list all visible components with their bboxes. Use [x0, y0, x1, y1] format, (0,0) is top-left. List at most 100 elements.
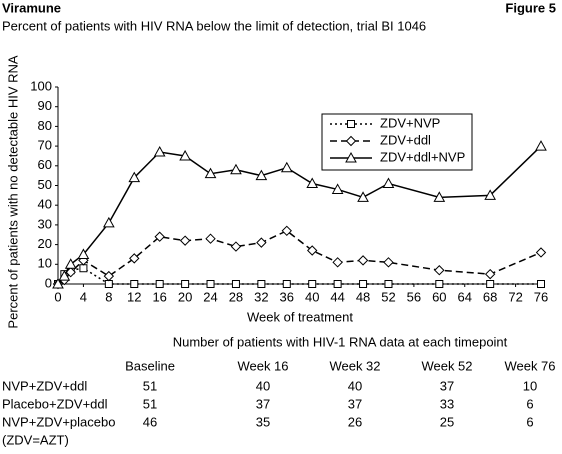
marker — [280, 161, 293, 173]
table-cell: 37 — [440, 378, 454, 393]
table-cell: 25 — [440, 414, 454, 429]
table-cell: 10 — [523, 378, 537, 393]
x-tick-label: 60 — [432, 289, 446, 304]
table-cell: 51 — [143, 378, 157, 393]
row-label: Placebo+ZDV+ddl — [2, 396, 108, 411]
marker — [64, 258, 77, 269]
marker — [535, 247, 547, 258]
marker — [433, 191, 446, 202]
marker — [307, 245, 318, 256]
marker — [434, 265, 445, 276]
marker — [281, 225, 292, 237]
y-tick-label: 90 — [38, 98, 52, 113]
marker — [205, 233, 216, 244]
marker — [537, 280, 545, 288]
table-header: Baseline — [125, 358, 175, 373]
x-tick-label: 16 — [152, 289, 166, 304]
x-tick-label: 36 — [280, 289, 294, 304]
legend-marker — [345, 135, 357, 147]
marker — [383, 257, 394, 268]
marker — [435, 280, 444, 288]
table-cell: 51 — [143, 396, 157, 411]
marker — [382, 177, 395, 189]
marker — [535, 140, 547, 151]
x-tick-label: 76 — [534, 289, 548, 304]
x-tick-label: 4 — [80, 289, 87, 304]
figure-label: Figure 5 — [505, 0, 556, 15]
marker — [359, 280, 368, 288]
table-cell: 40 — [256, 378, 270, 393]
table-cell: 6 — [526, 396, 533, 411]
marker — [153, 145, 166, 157]
x-tick-label: 72 — [508, 289, 522, 304]
marker — [204, 167, 217, 179]
marker — [155, 280, 164, 288]
legend-marker — [345, 151, 357, 163]
x-tick-label: 28 — [229, 289, 243, 304]
footnote: (ZDV=AZT) — [2, 432, 69, 447]
table-header: Week 76 — [504, 358, 555, 373]
y-tick-label: 0 — [45, 275, 52, 290]
x-tick-label: 0 — [54, 289, 61, 304]
row-label: NVP+ZDV+placebo — [2, 414, 115, 429]
x-tick-label: 48 — [356, 289, 370, 304]
marker — [357, 255, 369, 266]
marker — [486, 280, 495, 288]
table-cell: 46 — [143, 414, 157, 429]
marker — [230, 241, 242, 252]
x-tick-label: 52 — [381, 289, 395, 304]
marker — [103, 270, 115, 282]
table-cell: 37 — [348, 396, 362, 411]
legend-label: ZDV+ddl — [380, 132, 431, 147]
marker — [282, 280, 291, 288]
table-title: Number of patients with HIV-1 RNA data a… — [173, 334, 508, 349]
marker — [179, 149, 191, 161]
marker — [181, 280, 190, 288]
marker — [206, 280, 215, 288]
table-cell: 40 — [348, 378, 362, 393]
table-cell: 6 — [526, 414, 533, 429]
marker — [129, 253, 140, 264]
y-tick-label: 10 — [38, 256, 52, 271]
marker — [58, 270, 71, 281]
marker — [256, 237, 267, 248]
marker — [179, 235, 191, 246]
marker — [332, 257, 343, 268]
marker — [308, 280, 317, 288]
marker — [128, 171, 141, 183]
x-tick-label: 56 — [407, 289, 421, 304]
y-tick-label: 100 — [30, 78, 52, 93]
table-cell: 33 — [440, 396, 454, 411]
marker — [231, 280, 240, 288]
y-axis-label: Percent of patients with no detectable H… — [5, 55, 20, 328]
marker — [306, 177, 319, 189]
legend-marker — [347, 120, 355, 128]
marker — [384, 280, 393, 288]
chart-title: Percent of patients with HIV RNA below t… — [2, 18, 426, 33]
marker — [230, 163, 242, 175]
x-tick-label: 12 — [127, 289, 141, 304]
x-tick-label: 8 — [105, 289, 112, 304]
y-tick-label: 80 — [38, 118, 52, 133]
marker — [102, 216, 115, 228]
x-tick-label: 68 — [483, 289, 497, 304]
marker — [79, 264, 88, 273]
x-tick-label: 32 — [254, 289, 268, 304]
x-tick-label: 40 — [305, 289, 319, 304]
x-tick-label: 20 — [178, 289, 192, 304]
marker — [130, 280, 139, 288]
marker — [257, 280, 266, 288]
y-tick-label: 20 — [38, 236, 52, 251]
marker — [484, 268, 496, 280]
page-title: Viramune — [2, 0, 61, 15]
marker — [255, 169, 268, 181]
y-tick-label: 40 — [38, 197, 52, 212]
x-axis-label: Week of treatment — [247, 309, 353, 324]
marker — [77, 248, 90, 259]
x-tick-label: 44 — [330, 289, 344, 304]
marker — [331, 183, 344, 194]
marker — [357, 191, 369, 202]
table-cell: 35 — [256, 414, 270, 429]
